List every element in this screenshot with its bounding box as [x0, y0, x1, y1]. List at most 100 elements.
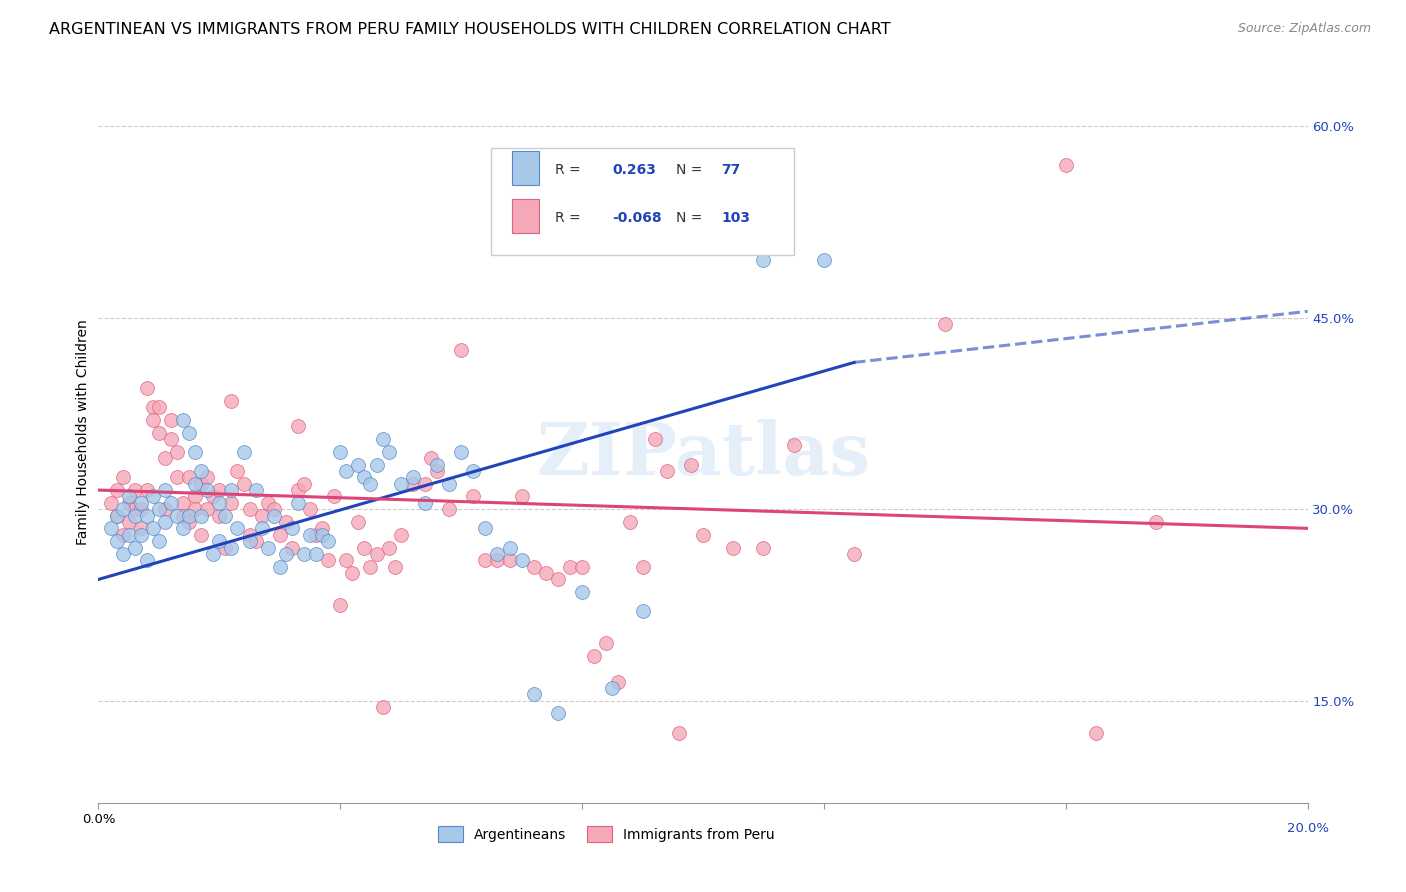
Point — [335, 464, 357, 478]
Point — [221, 496, 243, 510]
Point — [534, 566, 557, 580]
Point — [316, 534, 339, 549]
Point — [269, 559, 291, 574]
Point — [221, 541, 243, 555]
Legend: Argentineans, Immigrants from Peru: Argentineans, Immigrants from Peru — [432, 821, 780, 847]
Point — [329, 598, 352, 612]
Point — [1144, 515, 1167, 529]
Point — [142, 413, 165, 427]
Point — [245, 534, 267, 549]
Point — [226, 464, 249, 478]
Point — [232, 476, 254, 491]
FancyBboxPatch shape — [492, 147, 793, 255]
Point — [329, 444, 352, 458]
Point — [195, 483, 218, 497]
Point — [214, 508, 236, 523]
Point — [813, 253, 835, 268]
Point — [934, 317, 956, 331]
Point — [413, 496, 436, 510]
Point — [232, 444, 254, 458]
Point — [463, 464, 485, 478]
Point — [783, 438, 806, 452]
Point — [692, 527, 714, 541]
Point — [135, 508, 157, 523]
Point — [142, 490, 165, 504]
Point — [607, 674, 630, 689]
Point — [450, 343, 472, 357]
Point — [510, 490, 533, 504]
Point — [1054, 157, 1077, 171]
Point — [1085, 725, 1108, 739]
Text: Source: ZipAtlas.com: Source: ZipAtlas.com — [1237, 22, 1371, 36]
Point — [263, 508, 285, 523]
Point — [274, 515, 297, 529]
Point — [402, 476, 425, 491]
Point — [172, 413, 194, 427]
Point — [153, 483, 176, 497]
Text: N =: N = — [676, 211, 703, 225]
Point — [305, 547, 328, 561]
Point — [100, 521, 122, 535]
Point — [263, 502, 285, 516]
Point — [287, 419, 309, 434]
Point — [105, 508, 128, 523]
Point — [129, 527, 152, 541]
Point — [142, 400, 165, 414]
Point — [287, 483, 309, 497]
Point — [360, 476, 382, 491]
Point — [752, 541, 775, 555]
Point — [299, 502, 322, 516]
Point — [426, 464, 449, 478]
Text: ZIPatlas: ZIPatlas — [536, 419, 870, 491]
Text: 20.0%: 20.0% — [1286, 822, 1329, 835]
Point — [377, 444, 399, 458]
Point — [184, 444, 207, 458]
Point — [118, 527, 141, 541]
Point — [498, 541, 520, 555]
Point — [179, 470, 201, 484]
Point — [111, 547, 134, 561]
Point — [153, 451, 176, 466]
Point — [360, 559, 382, 574]
Point — [281, 541, 304, 555]
Point — [292, 476, 315, 491]
Point — [299, 527, 322, 541]
Point — [679, 458, 702, 472]
Text: R =: R = — [555, 163, 581, 177]
Point — [100, 496, 122, 510]
Text: ARGENTINEAN VS IMMIGRANTS FROM PERU FAMILY HOUSEHOLDS WITH CHILDREN CORRELATION : ARGENTINEAN VS IMMIGRANTS FROM PERU FAMI… — [49, 22, 891, 37]
Point — [752, 253, 775, 268]
Text: R =: R = — [555, 211, 581, 225]
Point — [413, 476, 436, 491]
Point — [353, 541, 375, 555]
Point — [184, 502, 207, 516]
Point — [510, 553, 533, 567]
Point — [486, 553, 509, 567]
Point — [124, 483, 146, 497]
Point — [129, 502, 152, 516]
Point — [353, 470, 375, 484]
Point — [316, 553, 339, 567]
Point — [190, 464, 212, 478]
Point — [437, 502, 460, 516]
Point — [655, 464, 678, 478]
Bar — [512, 200, 538, 233]
Y-axis label: Family Households with Children: Family Households with Children — [76, 319, 90, 546]
Point — [384, 559, 406, 574]
Point — [311, 527, 333, 541]
Point — [450, 444, 472, 458]
Point — [124, 502, 146, 516]
Point — [239, 527, 262, 541]
Point — [208, 534, 231, 549]
Point — [221, 483, 243, 497]
Point — [723, 541, 745, 555]
Point — [426, 458, 449, 472]
Point — [389, 476, 412, 491]
Point — [366, 547, 388, 561]
Point — [474, 553, 496, 567]
Point — [118, 490, 141, 504]
Point — [153, 515, 176, 529]
Point — [239, 534, 262, 549]
Point — [208, 483, 231, 497]
Point — [129, 496, 152, 510]
